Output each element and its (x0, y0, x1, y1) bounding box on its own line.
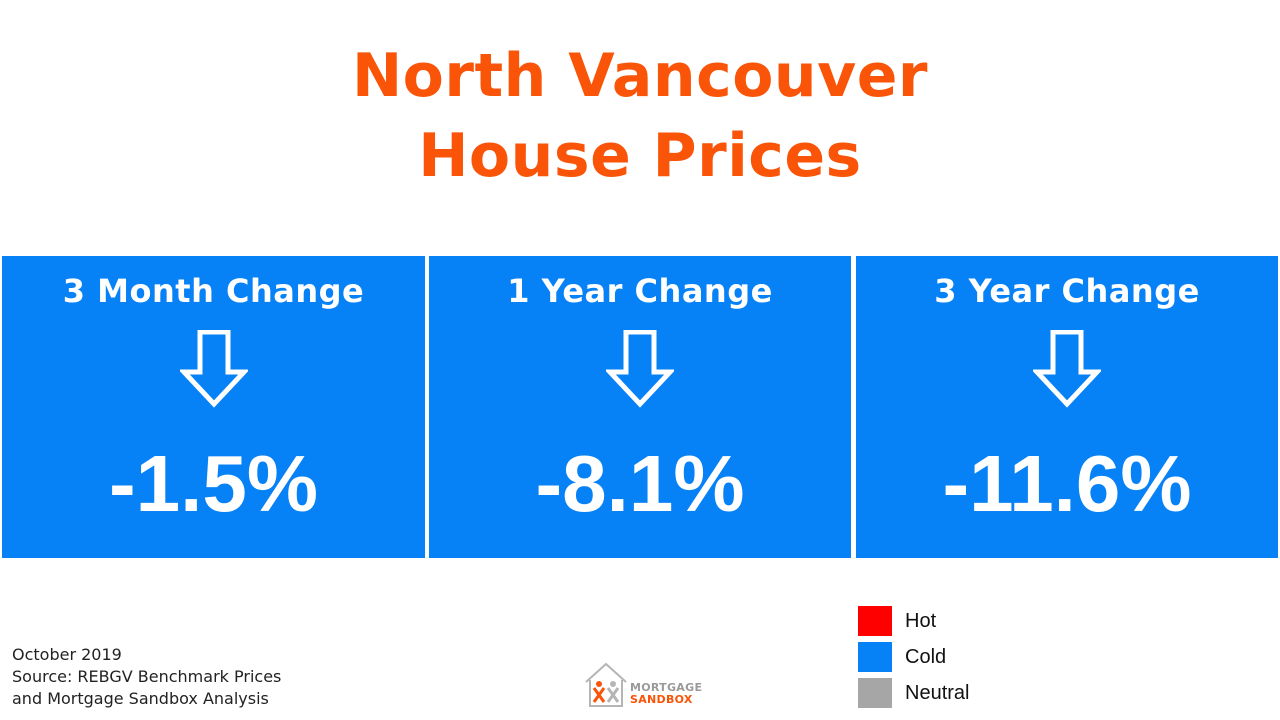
legend-label: Neutral (905, 682, 970, 704)
legend-swatch (858, 606, 892, 636)
page-title-line-1: North Vancouver (351, 41, 929, 111)
mortgage-sandbox-logo: MORTGAGE SANDBOX (582, 660, 702, 710)
house-logo-icon (585, 662, 627, 707)
card-label: 1 Year Change (507, 272, 773, 310)
change-card-1-year: 1 Year Change -8.1% (429, 256, 851, 558)
legend-label: Hot (905, 610, 937, 632)
arrow-down-outline-icon (1033, 330, 1101, 408)
footnote-source-line-2: and Mortgage Sandbox Analysis (12, 689, 269, 708)
footnote-date: October 2019 (12, 645, 122, 664)
logo-word-sandbox: SANDBOX (630, 693, 693, 706)
arrow-down-outline-icon (606, 330, 674, 408)
card-value: -8.1% (535, 439, 745, 528)
legend-item-cold: Cold (858, 640, 1058, 674)
legend-label: Cold (905, 646, 947, 668)
legend-swatch (858, 678, 892, 708)
arrow-down-outline-icon (179, 330, 248, 408)
logo-word-mortgage: MORTGAGE (630, 681, 703, 694)
card-value: -1.5% (109, 439, 318, 528)
legend-item-hot: Hot (858, 604, 1058, 638)
source-footnote: October 2019 Source: REBGV Benchmark Pri… (12, 644, 281, 710)
card-label: 3 Year Change (934, 272, 1200, 310)
footnote-source-line-1: Source: REBGV Benchmark Prices (12, 667, 282, 686)
card-label: 3 Month Change (62, 272, 365, 310)
change-card-3-year: 3 Year Change -11.6% (856, 256, 1278, 558)
legend-item-neutral: Neutral (858, 676, 1058, 710)
card-value: -11.6% (942, 439, 1192, 528)
page-title-line-2: House Prices (418, 121, 862, 191)
legend-swatch (858, 642, 892, 672)
change-card-3-month: 3 Month Change -1.5% (2, 256, 425, 558)
